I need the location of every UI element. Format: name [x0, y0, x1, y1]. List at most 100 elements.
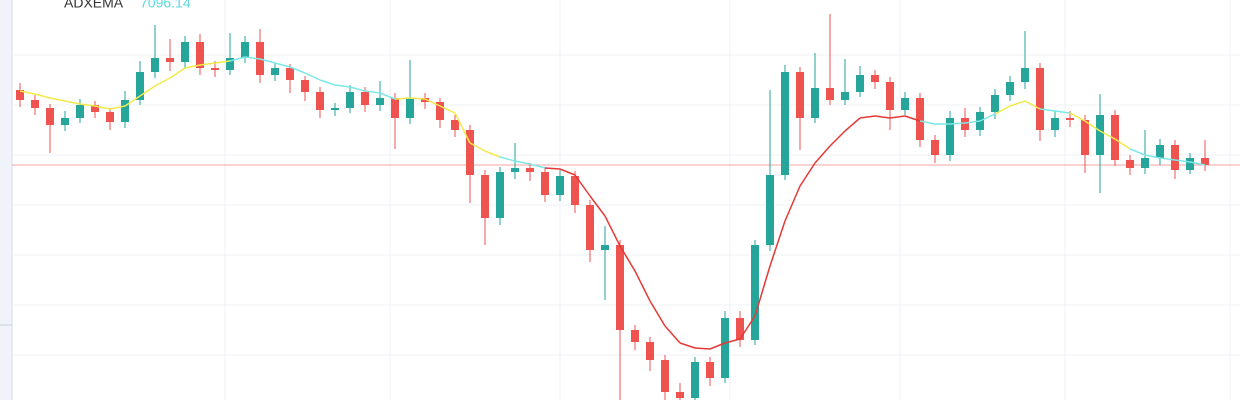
candle-body: [406, 98, 414, 118]
indicator-segment: [394, 97, 411, 100]
candle-body: [211, 68, 219, 70]
candle-body: [1021, 68, 1029, 82]
candle-body: [421, 98, 429, 102]
indicator-segment: [184, 64, 201, 69]
indicator-segment: [784, 185, 801, 222]
indicator-segment: [199, 62, 216, 66]
indicator-segment: [844, 117, 861, 132]
candle-body: [676, 392, 684, 398]
indicator-segment: [424, 98, 441, 107]
candle-body: [106, 112, 114, 122]
indicator-segment: [439, 105, 456, 114]
indicator-segment: [304, 72, 321, 81]
candle-body: [601, 245, 609, 250]
candle-body: [91, 105, 99, 112]
indicator-segment: [664, 325, 681, 344]
indicator-segment: [589, 195, 606, 217]
indicator-segment: [799, 162, 816, 187]
indicator-segment: [724, 338, 741, 344]
candle-body: [46, 108, 54, 125]
candle-body: [271, 68, 279, 75]
indicator-segment: [1099, 130, 1116, 140]
candle-body: [346, 92, 354, 108]
indicator-segment: [94, 105, 111, 110]
indicator-segment: [604, 215, 621, 247]
candle-body: [1111, 115, 1119, 160]
candle-body: [16, 90, 24, 100]
candle-body: [526, 168, 534, 172]
indicator-segment: [454, 112, 471, 144]
candle-body: [61, 118, 69, 125]
indicator-segment: [469, 142, 486, 152]
indicator-segment: [19, 90, 36, 95]
candle-body: [646, 342, 654, 360]
indicator-segment: [634, 270, 651, 302]
candle-body: [931, 140, 939, 155]
indicator-segment: [529, 163, 546, 169]
candle-body: [1201, 158, 1209, 165]
candle-body: [136, 72, 144, 100]
indicator-segment: [124, 95, 141, 107]
indicator-segment: [1129, 148, 1146, 156]
indicator-segment: [739, 315, 756, 340]
indicator-segment: [1009, 100, 1026, 107]
candle-body: [376, 98, 384, 105]
indicator-segment: [349, 86, 366, 92]
indicator-segment: [859, 115, 876, 119]
indicator-segment: [244, 56, 261, 60]
indicator-segment: [64, 100, 81, 105]
candle-body: [151, 58, 159, 72]
candle-body: [316, 92, 324, 110]
indicator-segment: [34, 93, 51, 99]
candle-body: [841, 92, 849, 100]
candle-body: [286, 68, 294, 80]
indicator-segment: [1189, 161, 1206, 166]
candle-body: [901, 98, 909, 110]
indicator-segment: [544, 167, 561, 170]
indicator-segment: [169, 67, 186, 79]
indicator-segment: [1174, 159, 1191, 163]
indicator-segment: [514, 160, 531, 165]
candle-body: [991, 95, 999, 112]
candle-body: [961, 118, 969, 130]
candle-body: [826, 88, 834, 100]
candle-body: [121, 100, 129, 122]
indicator-segment: [889, 115, 906, 119]
candle-body: [751, 245, 759, 340]
indicator-segment: [1069, 112, 1086, 122]
candle-body: [691, 362, 699, 398]
candle-body: [1036, 68, 1044, 130]
indicator-segment: [379, 92, 396, 100]
indicator-segment: [619, 245, 636, 272]
indicator-segment: [1024, 100, 1041, 110]
indicator-segment: [829, 130, 846, 147]
candle-body: [466, 130, 474, 175]
candle-body: [1081, 120, 1089, 155]
indicator-segment: [1084, 120, 1101, 132]
indicator-segment: [574, 174, 591, 197]
indicator-segment: [559, 168, 576, 176]
indicator-segment: [709, 342, 726, 350]
candle-body: [1141, 158, 1149, 168]
candle-body: [556, 176, 564, 195]
candle-body: [946, 118, 954, 155]
candle-body: [301, 80, 309, 92]
candle-body: [31, 100, 39, 108]
candle-body: [361, 92, 369, 105]
indicator-segment: [49, 97, 66, 102]
indicator-segment: [904, 115, 921, 122]
candle-body: [1066, 118, 1074, 120]
indicator-segment: [814, 145, 831, 164]
indicator-segment: [214, 60, 231, 64]
candle-body: [631, 330, 639, 342]
candle-body: [541, 172, 549, 195]
candle-body: [436, 102, 444, 120]
candle-body: [1156, 145, 1164, 158]
candle-body: [76, 105, 84, 118]
indicator-segment: [109, 105, 126, 110]
candle-body: [166, 58, 174, 62]
left-strip: [0, 0, 12, 400]
candle-body: [451, 120, 459, 130]
indicator-segment: [754, 265, 771, 317]
candle-body: [886, 82, 894, 110]
